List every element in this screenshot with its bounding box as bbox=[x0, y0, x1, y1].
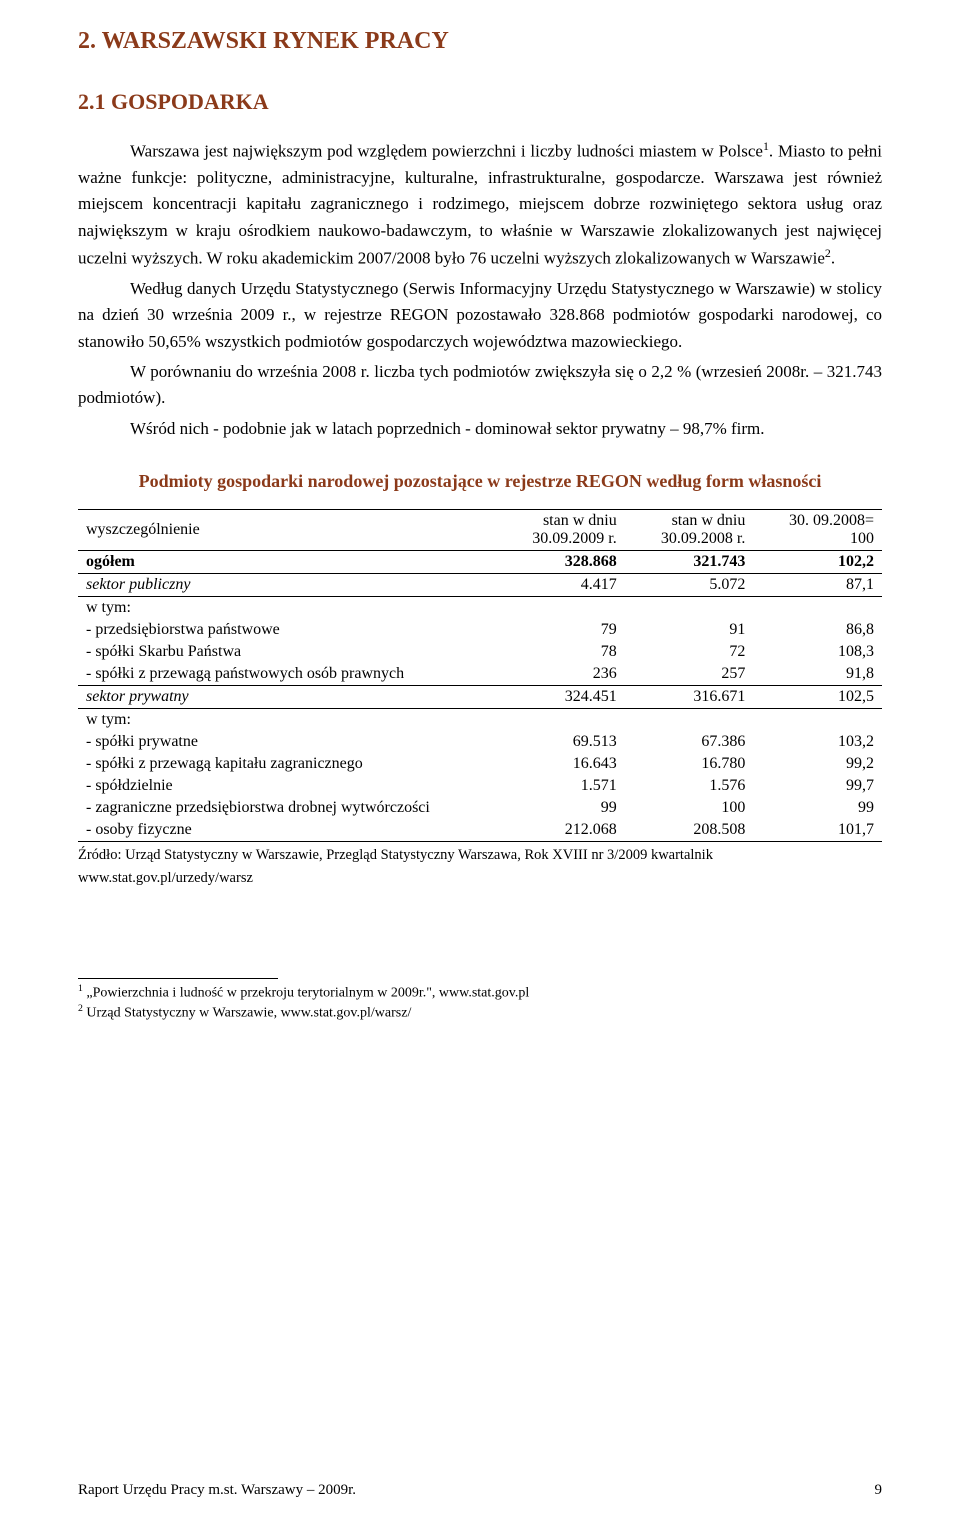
footnote-separator bbox=[78, 978, 278, 979]
table-cell-label: - zagraniczne przedsiębiorstwa drobnej w… bbox=[78, 797, 496, 819]
table-cell-2009: 4.417 bbox=[496, 574, 625, 597]
footnote-2-text: Urząd Statystyczny w Warszawie, www.stat… bbox=[83, 1006, 411, 1021]
table-header-row: wyszczególnienie stan w dniu 30.09.2009 … bbox=[78, 510, 882, 551]
table-cell-label: - spółki prywatne bbox=[78, 731, 496, 753]
table-cell-2009: 69.513 bbox=[496, 731, 625, 753]
table-cell-label: - przedsiębiorstwa państwowe bbox=[78, 619, 496, 641]
table-row: - spółki Skarbu Państwa7872108,3 bbox=[78, 641, 882, 663]
table-cell-2008: 67.386 bbox=[625, 731, 754, 753]
table-cell-label: - spółdzielnie bbox=[78, 775, 496, 797]
subsection-title: 2.1 GOSPODARKA bbox=[78, 89, 882, 115]
table-cell-index: 86,8 bbox=[753, 619, 882, 641]
table-cell-index: 102,2 bbox=[753, 551, 882, 574]
table-cell-index: 101,7 bbox=[753, 819, 882, 842]
paragraph-1c: . bbox=[831, 249, 835, 268]
table-cell-label: sektor publiczny bbox=[78, 574, 496, 597]
table-title: Podmioty gospodarki narodowej pozostając… bbox=[98, 470, 862, 493]
table-cell-index: 108,3 bbox=[753, 641, 882, 663]
paragraph-1: Warszawa jest największym pod względem p… bbox=[78, 137, 882, 272]
table-cell-2008: 100 bbox=[625, 797, 754, 819]
table-cell-label: w tym: bbox=[78, 709, 496, 732]
table-cell-2009: 212.068 bbox=[496, 819, 625, 842]
table-cell-index: 99,7 bbox=[753, 775, 882, 797]
table-row: - przedsiębiorstwa państwowe799186,8 bbox=[78, 619, 882, 641]
table-cell-label: sektor prywatny bbox=[78, 686, 496, 709]
table-cell-2009: 236 bbox=[496, 663, 625, 686]
table-cell-2009: 79 bbox=[496, 619, 625, 641]
paragraph-1a: Warszawa jest największym pod względem p… bbox=[130, 142, 763, 161]
table-row: - spółki z przewagą kapitału zagraniczne… bbox=[78, 753, 882, 775]
table-cell-2008: 16.780 bbox=[625, 753, 754, 775]
table-cell-index: 103,2 bbox=[753, 731, 882, 753]
table-source-2: www.stat.gov.pl/urzedy/warsz bbox=[78, 869, 882, 888]
paragraph-2: Według danych Urzędu Statystycznego (Ser… bbox=[78, 276, 882, 355]
table-row: - osoby fizyczne212.068208.508101,7 bbox=[78, 819, 882, 842]
table-cell-2008: 1.576 bbox=[625, 775, 754, 797]
table-cell-2008: 91 bbox=[625, 619, 754, 641]
table-header-2009: stan w dniu 30.09.2009 r. bbox=[496, 510, 625, 551]
table-cell-label: - spółki z przewagą państwowych osób pra… bbox=[78, 663, 496, 686]
table-cell-index: 99 bbox=[753, 797, 882, 819]
table-cell-2009 bbox=[496, 709, 625, 732]
table-cell-index: 87,1 bbox=[753, 574, 882, 597]
table-cell-2009 bbox=[496, 597, 625, 620]
paragraph-3: W porównaniu do września 2008 r. liczba … bbox=[78, 359, 882, 412]
table-cell-index bbox=[753, 709, 882, 732]
paragraph-4: Wśród nich - podobnie jak w latach poprz… bbox=[78, 416, 882, 442]
table-cell-2008: 257 bbox=[625, 663, 754, 686]
table-row: - spółdzielnie1.5711.57699,7 bbox=[78, 775, 882, 797]
table-cell-2009: 324.451 bbox=[496, 686, 625, 709]
footnote-1: 1 „Powierzchnia i ludność w przekroju te… bbox=[78, 983, 882, 1003]
table-cell-2008: 321.743 bbox=[625, 551, 754, 574]
table-row: sektor prywatny324.451316.671102,5 bbox=[78, 686, 882, 709]
table-row: - zagraniczne przedsiębiorstwa drobnej w… bbox=[78, 797, 882, 819]
table-cell-label: - spółki z przewagą kapitału zagraniczne… bbox=[78, 753, 496, 775]
table-cell-2009: 1.571 bbox=[496, 775, 625, 797]
table-cell-label: - spółki Skarbu Państwa bbox=[78, 641, 496, 663]
table-row: - spółki prywatne69.51367.386103,2 bbox=[78, 731, 882, 753]
table-cell-2009: 16.643 bbox=[496, 753, 625, 775]
table-cell-2008: 316.671 bbox=[625, 686, 754, 709]
table-cell-2009: 328.868 bbox=[496, 551, 625, 574]
table-cell-index: 91,8 bbox=[753, 663, 882, 686]
footer-page-number: 9 bbox=[875, 1482, 883, 1499]
table-cell-2009: 99 bbox=[496, 797, 625, 819]
table-source-1: Źródło: Urząd Statystyczny w Warszawie, … bbox=[78, 846, 882, 865]
section-title: 2. WARSZAWSKI RYNEK PRACY bbox=[78, 28, 882, 55]
table-header-label: wyszczególnienie bbox=[78, 510, 496, 551]
table-cell-label: - osoby fizyczne bbox=[78, 819, 496, 842]
table-cell-2008: 5.072 bbox=[625, 574, 754, 597]
table-cell-label: w tym: bbox=[78, 597, 496, 620]
table-cell-2008 bbox=[625, 597, 754, 620]
table-cell-index: 99,2 bbox=[753, 753, 882, 775]
page: 2. WARSZAWSKI RYNEK PRACY 2.1 GOSPODARKA… bbox=[0, 0, 960, 1519]
table-cell-2008: 208.508 bbox=[625, 819, 754, 842]
table-cell-2008: 72 bbox=[625, 641, 754, 663]
table-header-index: 30. 09.2008= 100 bbox=[753, 510, 882, 551]
regon-table: wyszczególnienie stan w dniu 30.09.2009 … bbox=[78, 509, 882, 842]
page-footer: Raport Urzędu Pracy m.st. Warszawy – 200… bbox=[78, 1482, 882, 1499]
table-row: sektor publiczny4.4175.07287,1 bbox=[78, 574, 882, 597]
table-cell-index bbox=[753, 597, 882, 620]
table-row: ogółem328.868321.743102,2 bbox=[78, 551, 882, 574]
table-row: w tym: bbox=[78, 709, 882, 732]
table-cell-2009: 78 bbox=[496, 641, 625, 663]
table-row: - spółki z przewagą państwowych osób pra… bbox=[78, 663, 882, 686]
table-header-2008: stan w dniu 30.09.2008 r. bbox=[625, 510, 754, 551]
table-cell-index: 102,5 bbox=[753, 686, 882, 709]
table-cell-label: ogółem bbox=[78, 551, 496, 574]
footnote-1-text: „Powierzchnia i ludność w przekroju tery… bbox=[83, 986, 529, 1001]
footer-left: Raport Urzędu Pracy m.st. Warszawy – 200… bbox=[78, 1482, 356, 1499]
table-cell-2008 bbox=[625, 709, 754, 732]
table-row: w tym: bbox=[78, 597, 882, 620]
footnote-2: 2 Urząd Statystyczny w Warszawie, www.st… bbox=[78, 1003, 882, 1023]
